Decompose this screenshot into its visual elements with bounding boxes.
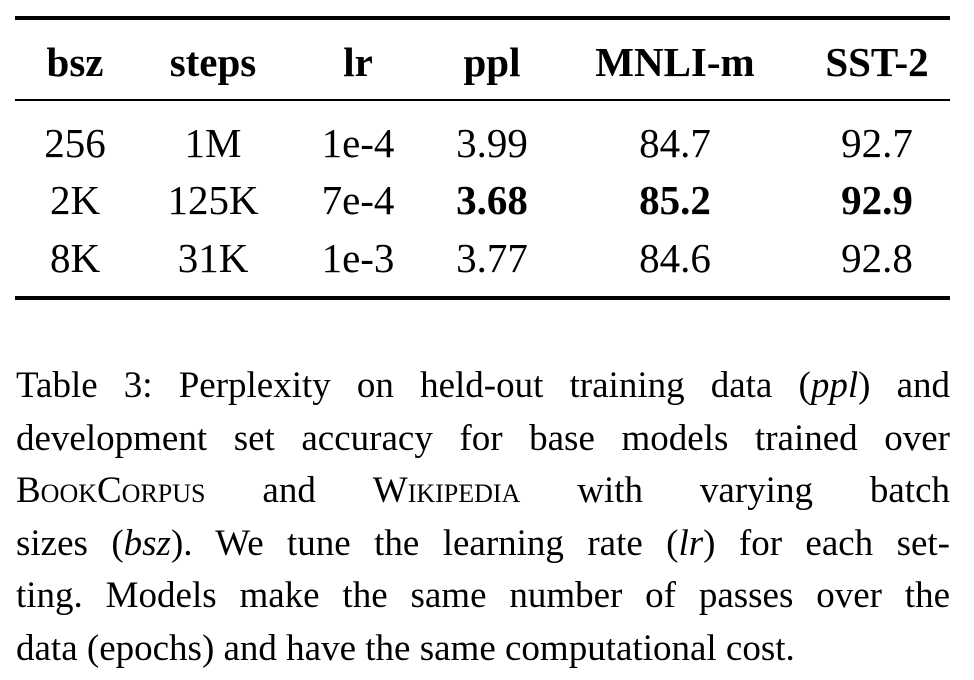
caption-italic: lr bbox=[678, 522, 704, 564]
caption-text: data (epochs) and have the same computat… bbox=[16, 627, 795, 669]
header-cell: steps bbox=[169, 39, 257, 85]
caption-line: data (epochs) and have the same computat… bbox=[16, 623, 950, 676]
table-cell: 125K bbox=[167, 177, 259, 223]
table-cell: 8K bbox=[49, 235, 101, 281]
top-rule bbox=[15, 16, 950, 20]
caption-italic: ppl bbox=[810, 365, 859, 406]
table-cell: 256 bbox=[44, 120, 106, 166]
caption-text: ). We tune the learning rate ( bbox=[170, 522, 679, 564]
header-cell: bsz bbox=[46, 39, 104, 85]
caption-text: development set accuracy for base models… bbox=[16, 417, 950, 459]
caption: Table 3: Perplexity on held-out training… bbox=[16, 360, 950, 675]
caption-text: Table 3: Perplexity on held-out training… bbox=[16, 365, 811, 406]
table-cell: 1e-3 bbox=[321, 235, 395, 281]
caption-text: with varying batch bbox=[520, 470, 950, 511]
caption-text: ) for each set- bbox=[703, 522, 950, 564]
table-cell: 3.77 bbox=[456, 235, 528, 281]
table-cell: 92.8 bbox=[841, 235, 913, 281]
table-cell: 3.99 bbox=[456, 120, 528, 166]
caption-line: Table 3: Perplexity on held-out training… bbox=[16, 360, 950, 413]
caption-text: and bbox=[205, 470, 373, 511]
caption-line: BookCorpus and Wikipedia with varying ba… bbox=[16, 465, 950, 518]
table-cell: 92.9 bbox=[841, 177, 913, 223]
table-cell: 7e-4 bbox=[321, 177, 395, 223]
caption-italic: bsz bbox=[123, 522, 171, 564]
table-cell: 1e-4 bbox=[321, 120, 395, 166]
mid-rule bbox=[15, 99, 950, 101]
header-cell: MNLI-m bbox=[595, 39, 755, 85]
table-cell: 92.7 bbox=[841, 120, 913, 166]
table-cell: 84.6 bbox=[639, 235, 711, 281]
caption-text: sizes ( bbox=[16, 522, 124, 564]
table-cell: 3.68 bbox=[456, 177, 528, 223]
header-cell: SST-2 bbox=[825, 39, 929, 85]
header-cell: lr bbox=[343, 39, 373, 85]
table-cell: 1M bbox=[184, 120, 242, 166]
caption-line: development set accuracy for base models… bbox=[16, 413, 950, 466]
caption-line: sizes (bsz). We tune the learning rate (… bbox=[16, 518, 950, 571]
caption-smallcaps: Wikipedia bbox=[372, 470, 521, 511]
caption-line: ting. Models make the same number of pas… bbox=[16, 570, 950, 623]
table-cell: 2K bbox=[49, 177, 101, 223]
table-cell: 85.2 bbox=[639, 177, 711, 223]
bottom-rule bbox=[15, 296, 950, 300]
caption-text: ting. Models make the same number of pas… bbox=[16, 575, 950, 616]
caption-smallcaps: BookCorpus bbox=[16, 470, 206, 511]
table-cell: 31K bbox=[177, 235, 249, 281]
caption-text: ) and bbox=[858, 365, 950, 406]
table-cell: 84.7 bbox=[639, 120, 711, 166]
header-cell: ppl bbox=[463, 39, 521, 85]
